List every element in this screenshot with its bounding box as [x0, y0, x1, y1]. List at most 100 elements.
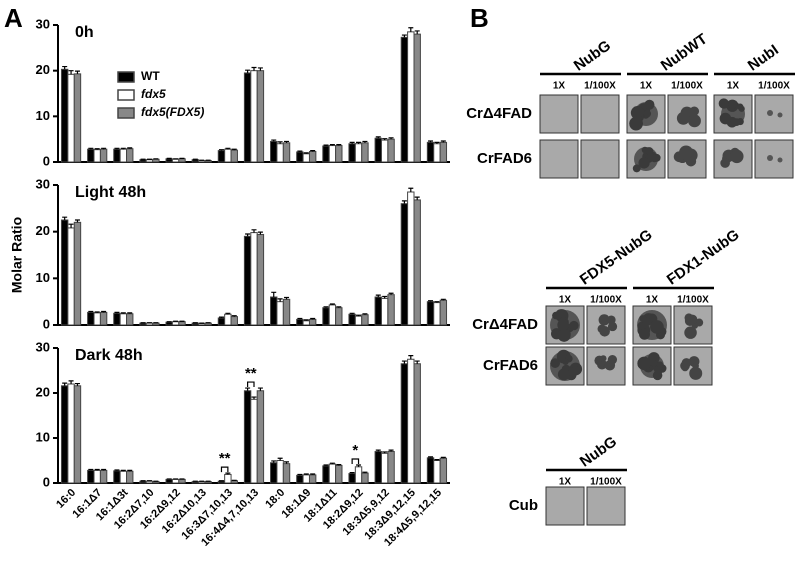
error-bar	[434, 459, 440, 461]
error-bar	[382, 451, 388, 454]
error-bar	[297, 317, 303, 320]
bar	[165, 158, 173, 163]
error-bar	[329, 144, 335, 146]
bar	[67, 227, 75, 326]
colony	[767, 110, 773, 116]
error-bar	[440, 140, 446, 143]
colony	[641, 146, 649, 154]
error-bar	[257, 387, 263, 391]
y-tick-label: 10	[36, 270, 50, 285]
bar	[60, 385, 69, 484]
bar	[413, 33, 421, 163]
bar	[87, 148, 95, 163]
bar	[413, 199, 421, 326]
error-bar	[94, 311, 100, 313]
spot-well	[580, 94, 620, 134]
bar	[256, 233, 265, 326]
colony	[569, 320, 579, 331]
bar	[400, 36, 409, 163]
bar	[328, 304, 337, 326]
error-bar	[88, 468, 94, 471]
spot-well	[754, 94, 794, 134]
bar	[407, 191, 415, 326]
error-bar	[356, 464, 362, 467]
colony	[639, 328, 650, 340]
bar	[243, 235, 252, 326]
bar	[387, 294, 395, 326]
error-bar	[336, 144, 342, 146]
colony	[730, 149, 744, 164]
error-bar	[245, 387, 251, 391]
spot-well	[586, 305, 626, 345]
bar	[191, 481, 200, 484]
bar	[171, 158, 180, 163]
bar	[204, 160, 212, 163]
row-label: CrFAD6	[477, 150, 532, 167]
bar	[73, 385, 82, 484]
bar	[204, 481, 212, 484]
error-bar	[428, 300, 434, 302]
bar	[113, 312, 121, 326]
error-bar	[401, 360, 407, 364]
significance-bracket	[220, 466, 229, 473]
error-bar	[277, 457, 283, 461]
bar	[433, 302, 441, 326]
error-bar	[62, 65, 68, 70]
bar	[282, 463, 291, 484]
error-bar	[68, 70, 74, 75]
colony	[777, 112, 783, 118]
dilution-label: 1X	[559, 477, 572, 488]
colony	[651, 360, 658, 367]
error-bar	[349, 472, 355, 474]
error-bar	[434, 141, 440, 144]
error-bar	[94, 148, 100, 150]
colony	[650, 320, 664, 334]
error-bar	[277, 141, 283, 144]
bar	[270, 140, 278, 163]
colony	[737, 103, 744, 110]
bar	[335, 145, 343, 163]
error-bar	[414, 30, 420, 35]
colony	[557, 368, 570, 381]
error-bar	[388, 292, 394, 295]
colony	[629, 116, 643, 131]
bar	[171, 321, 180, 326]
panel-label: B	[470, 3, 489, 33]
chart-title: 0h	[75, 24, 94, 41]
bar	[407, 358, 415, 484]
error-bar	[120, 147, 126, 150]
colony	[736, 117, 744, 126]
error-bar	[271, 291, 277, 297]
error-bar	[284, 461, 290, 464]
error-bar	[440, 298, 446, 301]
error-bar	[408, 355, 414, 360]
dilution-label: 1X	[727, 81, 740, 92]
error-bar	[245, 69, 251, 73]
error-bar	[362, 140, 368, 143]
bar	[400, 203, 409, 326]
colony	[638, 157, 650, 169]
error-bar	[303, 319, 309, 321]
spot-well	[539, 94, 579, 134]
bar	[276, 143, 284, 163]
colony	[684, 326, 697, 339]
bar	[93, 149, 101, 163]
error-bar	[284, 140, 290, 143]
bar	[99, 469, 108, 484]
error-bar	[428, 456, 434, 458]
error-bar	[375, 294, 381, 297]
bar	[113, 470, 121, 484]
colony	[676, 111, 690, 125]
y-tick-label: 30	[36, 16, 50, 31]
column-header: FDX1-NubG	[664, 226, 743, 288]
bar	[93, 469, 101, 484]
error-bar	[251, 66, 257, 71]
bar	[374, 137, 382, 163]
bar	[380, 452, 389, 484]
colony	[598, 314, 610, 326]
colony	[719, 112, 732, 125]
row-label: CrFAD6	[483, 357, 538, 374]
bar	[256, 390, 265, 484]
bar	[67, 73, 75, 163]
bar	[348, 473, 356, 484]
